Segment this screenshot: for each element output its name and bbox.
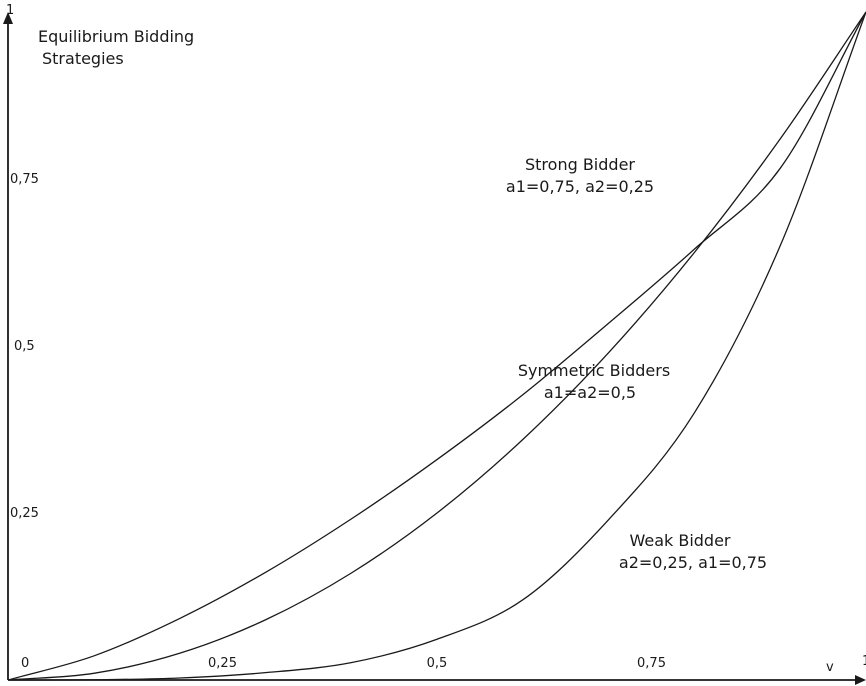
chart-title-line-1: Equilibrium Bidding (38, 27, 194, 46)
chart-title-line-2: Strategies (42, 49, 124, 68)
tick-labels: 0 0,25 0,5 0,75 1 0,25 0,5 0,75 1 (6, 3, 866, 671)
curve-weak (7, 11, 866, 681)
y-tick-label: 0,5 (14, 339, 35, 354)
x-axis-arrow (855, 675, 866, 685)
annotation-weak: Weak Bidder a2=0,25, a1=0,75 (619, 531, 767, 572)
x-axis-label: v (826, 660, 834, 675)
x-tick-label: 0,75 (637, 656, 666, 671)
annotation-strong-line: a1=0,75, a2=0,25 (506, 177, 654, 196)
annotation-symmetric-line: Symmetric Bidders (518, 361, 670, 380)
curve-strong (7, 11, 866, 681)
curve-symmetric (7, 11, 866, 681)
x-tick-label: 0,5 (427, 656, 448, 671)
series-curves (7, 11, 866, 681)
x-tick-label: 0,25 (208, 656, 237, 671)
y-tick-label: 1 (6, 3, 14, 18)
y-axis-arrow (3, 12, 13, 24)
annotation-symmetric-line: a1=a2=0,5 (544, 383, 636, 402)
annotation-strong-line: Strong Bidder (525, 155, 635, 174)
annotation-symmetric: Symmetric Bidders a1=a2=0,5 (518, 361, 670, 402)
x-tick-label: 1 (862, 654, 866, 669)
chart-title: Equilibrium Bidding Strategies (38, 27, 199, 68)
y-tick-label: 0,75 (10, 172, 39, 187)
annotation-weak-line: a2=0,25, a1=0,75 (619, 553, 767, 572)
series-annotations: Strong Bidder a1=0,75, a2=0,25 Symmetric B… (506, 155, 767, 572)
y-tick-label: 0,25 (10, 506, 39, 521)
annotation-strong: Strong Bidder a1=0,75, a2=0,25 (506, 155, 654, 196)
annotation-weak-line: Weak Bidder (629, 531, 730, 550)
x-tick-label: 0 (21, 656, 29, 671)
